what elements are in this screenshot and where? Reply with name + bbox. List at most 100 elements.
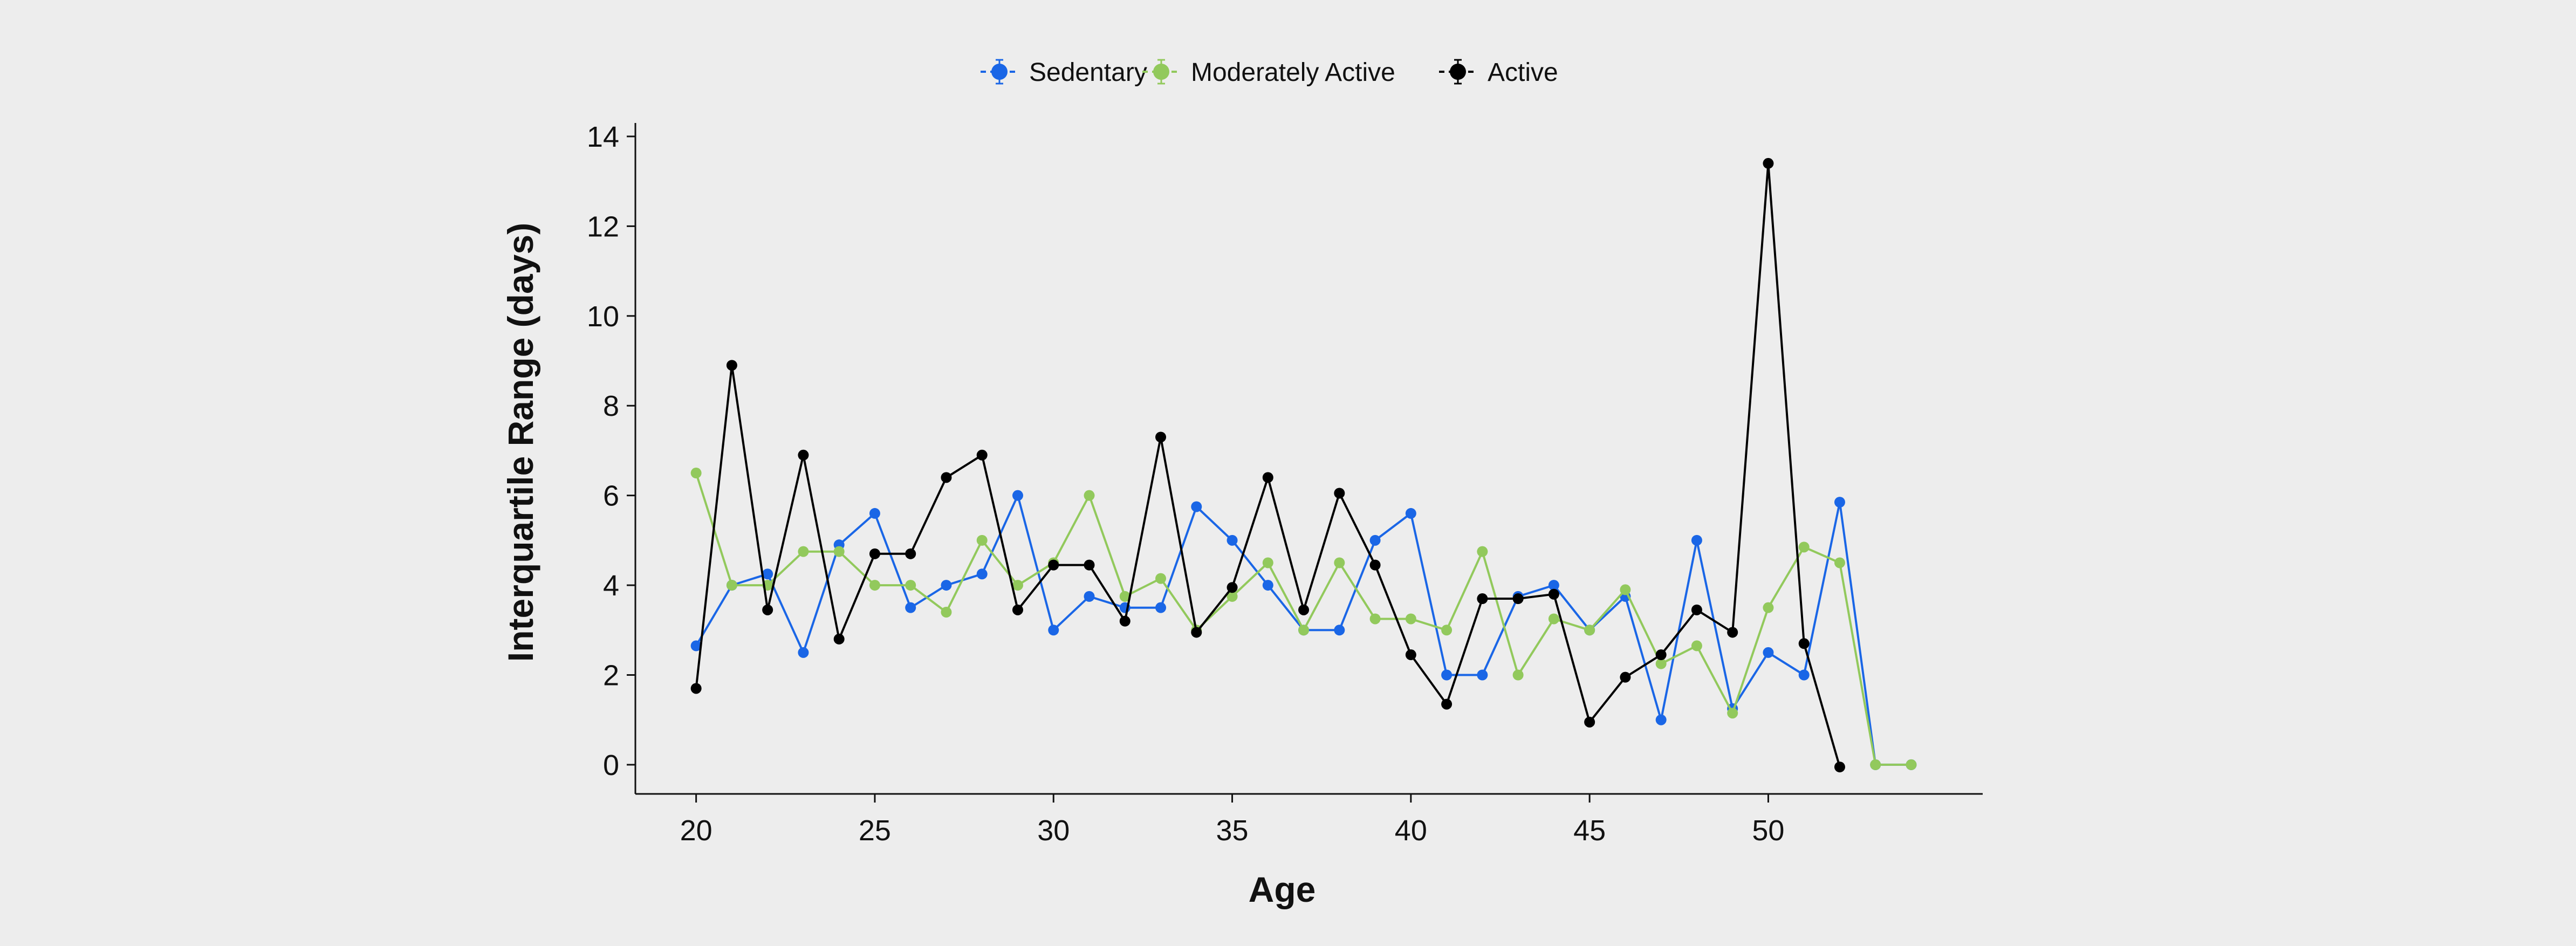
data-point bbox=[1334, 488, 1345, 499]
data-point bbox=[726, 360, 737, 371]
data-point bbox=[1655, 714, 1667, 725]
legend-item: Sedentary bbox=[981, 58, 1147, 87]
data-point bbox=[1763, 602, 1774, 613]
data-point bbox=[1834, 557, 1845, 568]
y-tick-label: 6 bbox=[603, 480, 619, 512]
data-point bbox=[1512, 593, 1524, 605]
legend-item: Moderately Active bbox=[1142, 58, 1395, 87]
legend-item: Active bbox=[1439, 58, 1558, 87]
data-point bbox=[1155, 573, 1167, 584]
data-point bbox=[690, 683, 702, 694]
data-point bbox=[976, 534, 988, 546]
data-point bbox=[762, 604, 773, 615]
data-point bbox=[1334, 557, 1345, 568]
y-tick-label: 12 bbox=[587, 210, 619, 243]
legend-marker bbox=[1450, 64, 1466, 80]
data-point bbox=[1262, 580, 1273, 591]
legend-marker bbox=[991, 64, 1008, 80]
data-point bbox=[1227, 534, 1238, 546]
data-point bbox=[1906, 759, 1917, 770]
data-point bbox=[1727, 627, 1738, 638]
data-point bbox=[869, 548, 880, 559]
data-point bbox=[905, 602, 916, 613]
data-point bbox=[798, 546, 809, 557]
data-point bbox=[833, 633, 845, 645]
data-point bbox=[690, 468, 702, 479]
data-point bbox=[1405, 508, 1416, 519]
data-point bbox=[1798, 541, 1810, 553]
data-point bbox=[1691, 604, 1702, 615]
data-point bbox=[798, 449, 809, 461]
data-point bbox=[1441, 669, 1453, 681]
legend-label: Sedentary bbox=[1029, 58, 1147, 87]
y-tick-label: 0 bbox=[603, 749, 619, 782]
data-point bbox=[1655, 649, 1667, 661]
data-point bbox=[1405, 649, 1416, 661]
data-point bbox=[1369, 559, 1381, 571]
y-tick-label: 10 bbox=[587, 300, 619, 333]
data-point bbox=[1548, 613, 1559, 625]
data-point bbox=[1655, 658, 1667, 669]
y-axis-ticks: 0 2 4 6 8 10 12 14 bbox=[587, 121, 635, 782]
data-point bbox=[1048, 625, 1059, 636]
data-point bbox=[1691, 534, 1702, 546]
plot-series bbox=[690, 157, 1917, 773]
data-point bbox=[690, 640, 702, 652]
data-point bbox=[1727, 708, 1738, 719]
data-point bbox=[762, 568, 773, 580]
data-point bbox=[1334, 625, 1345, 636]
series-active bbox=[690, 157, 1845, 773]
x-axis-title: Age bbox=[1249, 869, 1316, 909]
data-point bbox=[976, 449, 988, 461]
data-point bbox=[1798, 638, 1810, 649]
x-tick-label: 45 bbox=[1573, 814, 1606, 847]
data-point bbox=[1012, 604, 1023, 615]
data-point bbox=[1441, 698, 1453, 710]
data-point bbox=[905, 580, 916, 591]
data-point bbox=[1119, 615, 1131, 627]
data-point bbox=[1084, 559, 1095, 571]
data-point bbox=[1084, 591, 1095, 602]
legend-label: Moderately Active bbox=[1191, 58, 1395, 87]
data-point bbox=[1798, 669, 1810, 681]
data-point bbox=[1477, 593, 1488, 605]
data-point bbox=[1369, 534, 1381, 546]
data-point bbox=[976, 568, 988, 580]
y-tick-label: 4 bbox=[603, 570, 619, 602]
data-point bbox=[1155, 431, 1167, 443]
y-tick-label: 14 bbox=[587, 121, 619, 153]
data-point bbox=[1763, 157, 1774, 169]
data-point bbox=[941, 606, 952, 618]
data-point bbox=[1548, 588, 1559, 600]
data-point bbox=[1763, 647, 1774, 658]
data-point bbox=[869, 580, 880, 591]
data-point bbox=[1584, 716, 1595, 728]
data-point bbox=[1048, 559, 1059, 571]
data-point bbox=[1512, 669, 1524, 681]
data-point bbox=[1262, 472, 1273, 483]
x-tick-label: 20 bbox=[680, 814, 712, 847]
data-point bbox=[1620, 671, 1631, 683]
data-point bbox=[1477, 546, 1488, 557]
data-point bbox=[1227, 582, 1238, 593]
series-line bbox=[695, 162, 1841, 767]
data-point bbox=[941, 580, 952, 591]
data-point bbox=[1620, 584, 1631, 595]
data-point bbox=[1227, 591, 1238, 602]
data-point bbox=[1441, 625, 1453, 636]
x-tick-label: 50 bbox=[1752, 814, 1784, 847]
legend: Sedentary Moderately Active Active bbox=[981, 58, 1558, 87]
data-point bbox=[798, 647, 809, 658]
data-point bbox=[869, 508, 880, 519]
data-point bbox=[1262, 557, 1273, 568]
data-point bbox=[1834, 762, 1845, 773]
data-point bbox=[1834, 497, 1845, 508]
data-point bbox=[1012, 490, 1023, 501]
data-point bbox=[1084, 490, 1095, 501]
data-point bbox=[1119, 591, 1131, 602]
data-point bbox=[726, 580, 737, 591]
data-point bbox=[1298, 604, 1310, 615]
data-point bbox=[1191, 501, 1202, 512]
